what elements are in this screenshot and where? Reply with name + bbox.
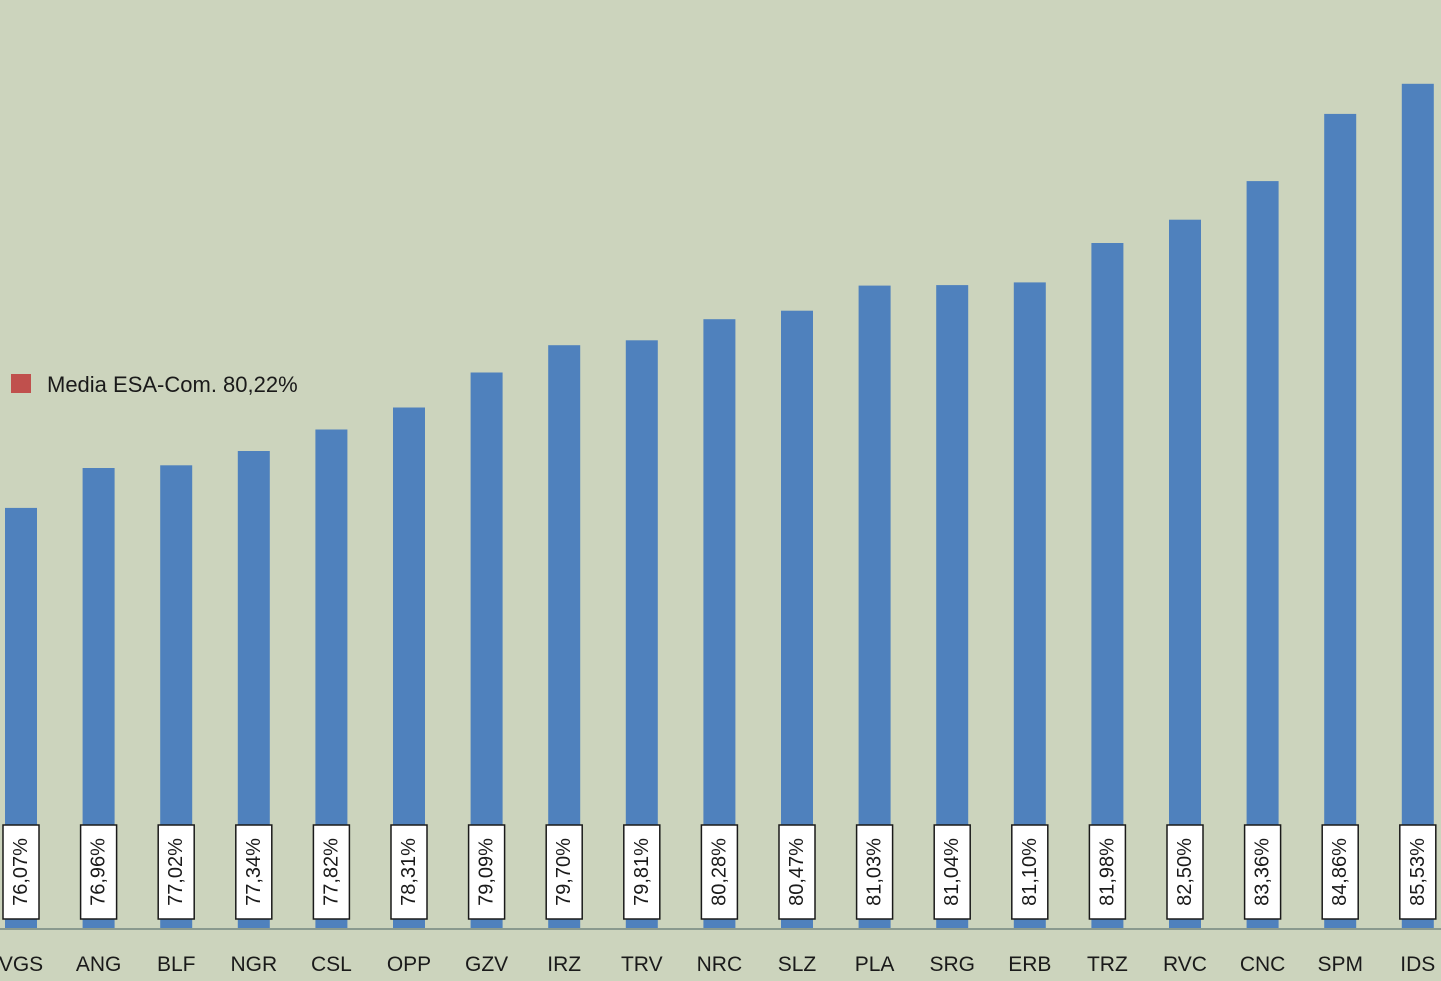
- x-tick-label-cnc: CNC: [1240, 953, 1286, 976]
- data-label-csl: 77,82%: [312, 824, 351, 920]
- bar-spm: [1324, 113, 1357, 928]
- x-tick-label-trz: TRZ: [1087, 953, 1128, 976]
- data-label-box: [1011, 824, 1049, 920]
- data-label-box: [1321, 824, 1359, 920]
- bar-trz: [1091, 243, 1124, 928]
- data-label-box: [778, 824, 816, 920]
- data-label-box: [1399, 824, 1437, 920]
- x-tick-labels-layer: VGS ANG BLF NGR CSL OPP GZV IRZ TRV NRC SLZ PLA SRG E…: [0, 953, 1435, 976]
- data-label-ang: 76,96%: [79, 824, 118, 920]
- data-label-gzv: 79,09%: [467, 824, 506, 920]
- x-tick-label-csl: CSL: [311, 953, 352, 976]
- legend-label: Media ESA-Com. 80,22%: [47, 372, 298, 397]
- x-tick-label-vgs: VGS: [0, 953, 43, 976]
- data-label-box: [1166, 824, 1204, 920]
- data-label-text: 80,47%: [786, 838, 808, 906]
- data-label-text: 77,34%: [243, 838, 265, 906]
- x-tick-label-opp: OPP: [387, 953, 431, 976]
- data-label-text: 78,31%: [398, 838, 420, 906]
- data-label-nrc: 80,28%: [700, 824, 739, 920]
- data-label-text: 80,28%: [708, 838, 730, 906]
- data-label-text: 81,03%: [864, 838, 886, 906]
- x-tick-label-gzv: GZV: [465, 953, 508, 976]
- data-label-box: [157, 824, 195, 920]
- data-label-box: [623, 824, 661, 920]
- data-label-text: 81,04%: [941, 838, 963, 906]
- data-label-box: [235, 824, 273, 920]
- data-label-slz: 80,47%: [778, 824, 816, 920]
- x-tick-label-blf: BLF: [157, 953, 196, 976]
- data-label-text: 76,07%: [10, 838, 32, 906]
- bar-cnc: [1246, 181, 1279, 929]
- x-tick-label-spm: SPM: [1317, 953, 1363, 976]
- x-tick-label-srg: SRG: [929, 953, 975, 976]
- data-label-box: [545, 824, 583, 920]
- x-tick-label-nrc: NRC: [697, 953, 743, 976]
- data-label-trz: 81,98%: [1088, 824, 1127, 920]
- x-tick-label-ids: IDS: [1400, 953, 1435, 976]
- bars-layer: [5, 83, 1434, 929]
- data-label-box: [2, 824, 40, 920]
- data-label-text: 79,81%: [631, 838, 653, 906]
- data-labels-layer: 76,07% 76,96% 77,02% 77,34% 77,82% 78,31% 79,0…: [2, 824, 1437, 920]
- data-label-text: 84,86%: [1329, 838, 1351, 906]
- data-label-box: [390, 824, 428, 920]
- data-label-box: [467, 824, 506, 920]
- bar-srg: [936, 285, 969, 929]
- bar-ids: [1401, 83, 1434, 929]
- legend-swatch: [11, 374, 31, 393]
- data-label-box: [312, 824, 351, 920]
- x-tick-label-rvc: RVC: [1163, 953, 1207, 976]
- data-label-box: [1088, 824, 1127, 920]
- x-tick-label-pla: PLA: [855, 953, 895, 976]
- data-label-text: 79,09%: [476, 838, 498, 906]
- x-tick-label-irz: IRZ: [547, 953, 581, 976]
- bar-erb: [1013, 282, 1046, 928]
- data-label-irz: 79,70%: [545, 824, 583, 920]
- data-label-box: [79, 824, 118, 920]
- data-label-cnc: 83,36%: [1243, 824, 1282, 920]
- x-tick-label-ngr: NGR: [230, 953, 277, 976]
- legend: Media ESA-Com. 80,22%: [11, 372, 298, 397]
- data-label-box: [700, 824, 739, 920]
- data-label-box: [1243, 824, 1282, 920]
- data-label-text: 81,10%: [1019, 838, 1041, 906]
- bar-rvc: [1169, 219, 1201, 928]
- data-label-opp: 78,31%: [390, 824, 428, 920]
- data-label-text: 85,53%: [1407, 838, 1429, 906]
- data-label-trv: 79,81%: [623, 824, 661, 920]
- data-label-box: [855, 824, 894, 920]
- x-tick-label-ang: ANG: [76, 953, 122, 976]
- data-label-text: 77,82%: [320, 838, 342, 906]
- data-label-ngr: 77,34%: [235, 824, 273, 920]
- data-label-ids: 85,53%: [1399, 824, 1437, 920]
- data-label-rvc: 82,50%: [1166, 824, 1204, 920]
- data-label-vgs: 76,07%: [2, 824, 40, 920]
- x-tick-label-trv: TRV: [621, 953, 663, 976]
- data-label-box: [933, 824, 971, 920]
- data-label-pla: 81,03%: [855, 824, 894, 920]
- x-tick-label-slz: SLZ: [778, 953, 817, 976]
- data-label-srg: 81,04%: [933, 824, 971, 920]
- data-label-blf: 77,02%: [157, 824, 195, 920]
- data-label-text: 82,50%: [1174, 838, 1196, 906]
- x-tick-label-erb: ERB: [1008, 953, 1051, 976]
- data-label-spm: 84,86%: [1321, 824, 1359, 920]
- data-label-text: 83,36%: [1252, 838, 1274, 906]
- data-label-erb: 81,10%: [1011, 824, 1049, 920]
- data-label-text: 79,70%: [553, 838, 575, 906]
- data-label-text: 81,98%: [1096, 838, 1118, 906]
- bar-pla: [858, 285, 891, 929]
- data-label-text: 77,02%: [165, 838, 187, 906]
- data-label-text: 76,96%: [88, 838, 110, 906]
